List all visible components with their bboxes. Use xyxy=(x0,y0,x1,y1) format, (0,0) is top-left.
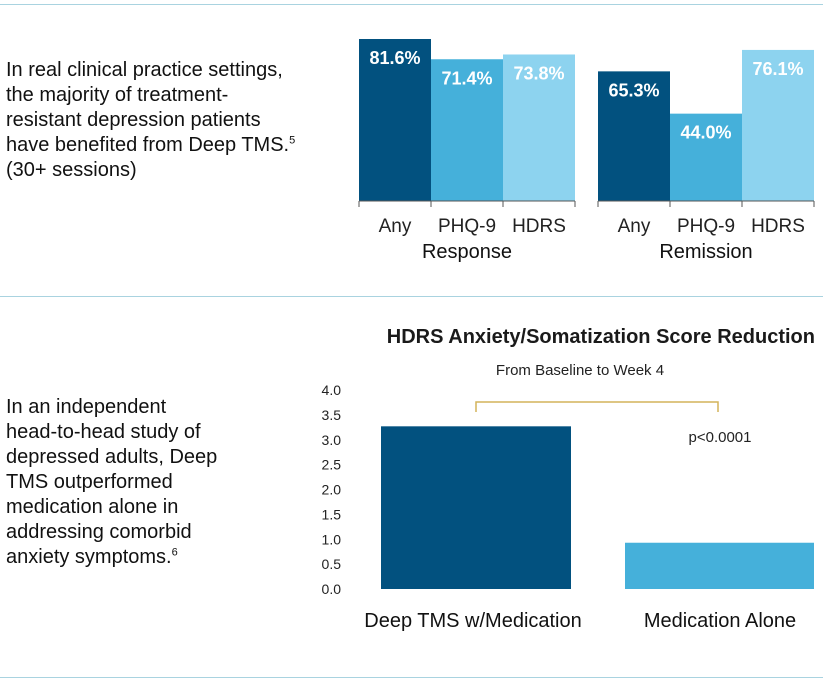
category-label: HDRS xyxy=(751,216,805,237)
bottom-divider xyxy=(0,677,823,678)
bar-value-label: 65.3% xyxy=(608,80,659,100)
bar-value-label: 44.0% xyxy=(680,123,731,143)
bar xyxy=(742,49,814,202)
top-description-line: the majority of treatment- xyxy=(6,84,229,106)
group-label: Response xyxy=(422,241,512,263)
bar xyxy=(598,71,670,201)
bottom-description-line: TMS outperformed xyxy=(6,471,173,493)
bar xyxy=(625,542,814,589)
category-label: PHQ-9 xyxy=(438,216,496,237)
category-label: Any xyxy=(618,216,651,237)
reference-marker: 5 xyxy=(289,134,296,147)
top-description-line: have benefited from Deep TMS.5 xyxy=(6,133,295,158)
bar xyxy=(381,426,571,589)
top-description: In real clinical practice settings, the … xyxy=(6,58,295,183)
y-tick-label: 3.0 xyxy=(322,432,342,448)
middle-divider xyxy=(0,296,823,297)
y-tick-label: 1.0 xyxy=(322,531,342,547)
category-label: HDRS xyxy=(512,216,566,237)
category-label: Medication Alone xyxy=(644,610,796,632)
top-description-line: In real clinical practice settings, xyxy=(6,59,283,81)
y-tick-label: 0.5 xyxy=(322,556,342,572)
bar xyxy=(670,113,742,201)
bottom-description-line: depressed adults, Deep xyxy=(6,446,218,468)
y-tick-label: 3.5 xyxy=(322,407,342,423)
bar xyxy=(431,59,503,201)
y-tick-label: 2.5 xyxy=(322,457,342,473)
top-divider xyxy=(0,4,823,5)
significance-bracket xyxy=(475,401,719,412)
bar-value-label: 71.4% xyxy=(441,68,492,88)
bar-value-label: 81.6% xyxy=(369,48,420,68)
y-tick-label: 0.0 xyxy=(322,581,342,597)
top-description-line: (30+ sessions) xyxy=(6,159,137,181)
bottom-description-line: medication alone in xyxy=(6,496,179,518)
top-description-line: resistant depression patients xyxy=(6,109,261,131)
chart-subtitle: From Baseline to Week 4 xyxy=(495,362,665,379)
category-label: Any xyxy=(379,216,412,237)
bar xyxy=(503,54,575,202)
bottom-description-text: anxiety symptoms. xyxy=(6,546,172,568)
reference-marker: 6 xyxy=(171,546,178,559)
chart-title: HDRS Anxiety/Somatization Score Reductio… xyxy=(386,326,815,348)
bottom-description-line: addressing comorbid xyxy=(6,521,192,543)
bottom-description-line: anxiety symptoms.6 xyxy=(6,545,217,570)
y-tick-label: 1.5 xyxy=(322,506,342,522)
y-tick-label: 2.0 xyxy=(322,482,342,498)
bottom-description-line: In an independent xyxy=(6,396,167,418)
bar-value-label: 73.8% xyxy=(513,63,564,83)
bottom-description-line: head-to-head study of xyxy=(6,421,201,443)
top-description-text: have benefited from Deep TMS. xyxy=(6,134,290,156)
category-label: Deep TMS w/Medication xyxy=(364,610,582,632)
p-value-annotation: p<0.0001 xyxy=(689,429,752,446)
group-label: Remission xyxy=(659,241,752,263)
bar xyxy=(359,39,431,201)
bottom-description: In an independent head-to-head study of … xyxy=(6,395,217,570)
bar-value-label: 76.1% xyxy=(752,59,803,79)
category-label: PHQ-9 xyxy=(677,216,735,237)
y-tick-label: 4.0 xyxy=(322,382,342,398)
